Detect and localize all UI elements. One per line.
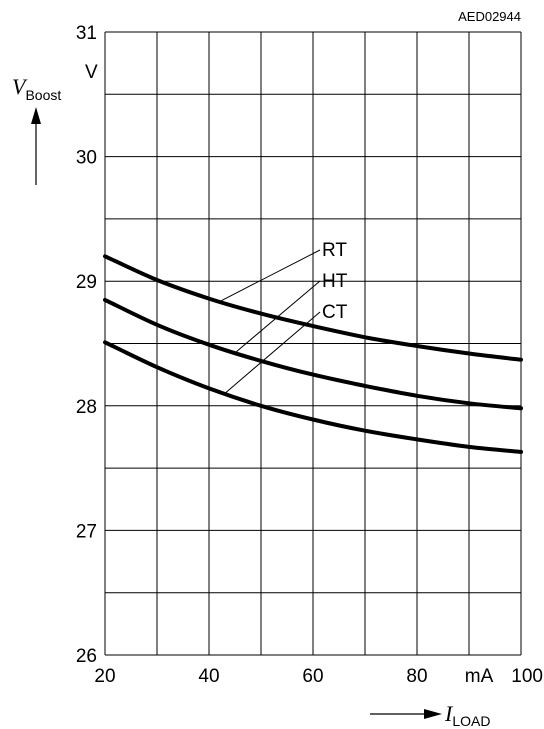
y-tick-labels: 26 27 28 29 30 31 [76, 23, 97, 667]
x-tick-labels: 20 40 60 80 100 mA [94, 666, 543, 687]
x-axis-arrow-head [424, 709, 442, 719]
y-axis-subscript: Boost [25, 87, 61, 103]
svg-text:ILOAD: ILOAD [444, 701, 490, 729]
y-tick-label: 27 [76, 521, 97, 542]
leader-line-ht [235, 281, 320, 353]
series-label-ht: HT [322, 271, 348, 292]
y-tick-label: 26 [76, 646, 97, 667]
x-tick-label: 100 [511, 666, 543, 687]
x-axis-label: ILOAD [370, 701, 490, 729]
figure-id: AED02944 [458, 9, 521, 24]
x-tick-label: 60 [302, 666, 323, 687]
x-tick-label: 20 [94, 666, 115, 687]
y-axis-arrow-head [31, 107, 41, 124]
x-axis-subscript: LOAD [452, 713, 490, 729]
series-label-ct: CT [322, 302, 348, 323]
x-tick-label: 40 [198, 666, 219, 687]
grid [105, 32, 521, 655]
y-tick-label: 28 [76, 397, 97, 418]
series-label-rt: RT [322, 240, 347, 261]
series-labels: RT HT CT [322, 240, 348, 323]
x-tick-label: 80 [406, 666, 427, 687]
y-tick-label: 31 [76, 23, 97, 44]
y-tick-label: 29 [76, 272, 97, 293]
y-axis-unit: V [85, 62, 98, 83]
svg-text:VBoost: VBoost [12, 74, 61, 103]
x-unit-label: mA [465, 666, 494, 687]
y-tick-label: 30 [76, 148, 97, 169]
